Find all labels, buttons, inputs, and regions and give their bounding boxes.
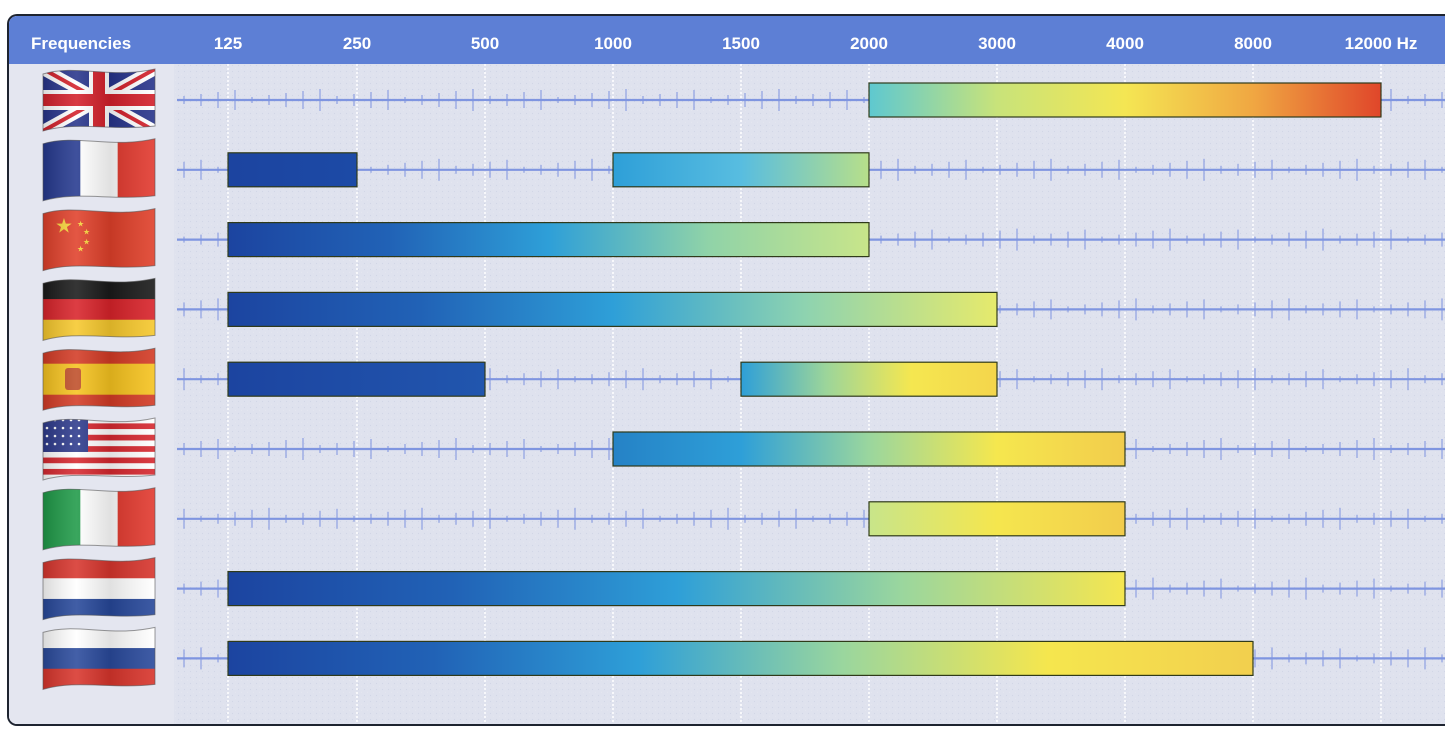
- frequency-bar: [612, 431, 1126, 467]
- header-band: [9, 16, 1445, 64]
- france-flag-icon: [42, 138, 156, 202]
- frequency-bar: [227, 222, 870, 258]
- frequency-bar: [227, 361, 486, 397]
- frequency-bar: [612, 152, 870, 188]
- frequency-bar: [227, 640, 1254, 677]
- x-tick-label: 8000: [1234, 34, 1272, 53]
- frequency-bar: [227, 570, 1126, 607]
- frequency-bar: [868, 82, 1382, 118]
- x-tick-label: 2000: [850, 34, 888, 53]
- united-states-flag-icon: [42, 417, 156, 481]
- x-tick-label: 1500: [722, 34, 760, 53]
- frequency-bar: [227, 291, 998, 327]
- italy-flag-icon: [42, 487, 156, 551]
- x-tick-label: 500: [471, 34, 499, 53]
- plot-background: [9, 16, 1445, 724]
- chart-canvas: Frequencies 125 250 500 1000 1500 2000 3000 4000…: [9, 16, 1445, 724]
- russia-flag-icon: [42, 626, 156, 691]
- germany-flag-icon: [42, 277, 156, 342]
- x-tick-label: 3000: [978, 34, 1016, 53]
- x-tick-label: 250: [343, 34, 371, 53]
- frequency-range-chart: Frequencies 125 250 500 1000 1500 2000 3000 4000…: [7, 14, 1445, 726]
- frequency-bar: [868, 501, 1126, 537]
- x-tick-label: 4000: [1106, 34, 1144, 53]
- frequency-bar: [740, 361, 998, 397]
- united-kingdom-flag-icon: [42, 68, 156, 132]
- x-tick-label: 125: [214, 34, 242, 53]
- header-label: Frequencies: [31, 34, 131, 53]
- spain-flag-icon: [42, 347, 156, 411]
- netherlands-flag-icon: [42, 556, 156, 621]
- frequency-bar: [227, 152, 358, 188]
- x-tick-label: 1000: [594, 34, 632, 53]
- x-tick-label: 12000 Hz: [1345, 34, 1418, 53]
- china-flag-icon: ★★★★★: [42, 207, 156, 272]
